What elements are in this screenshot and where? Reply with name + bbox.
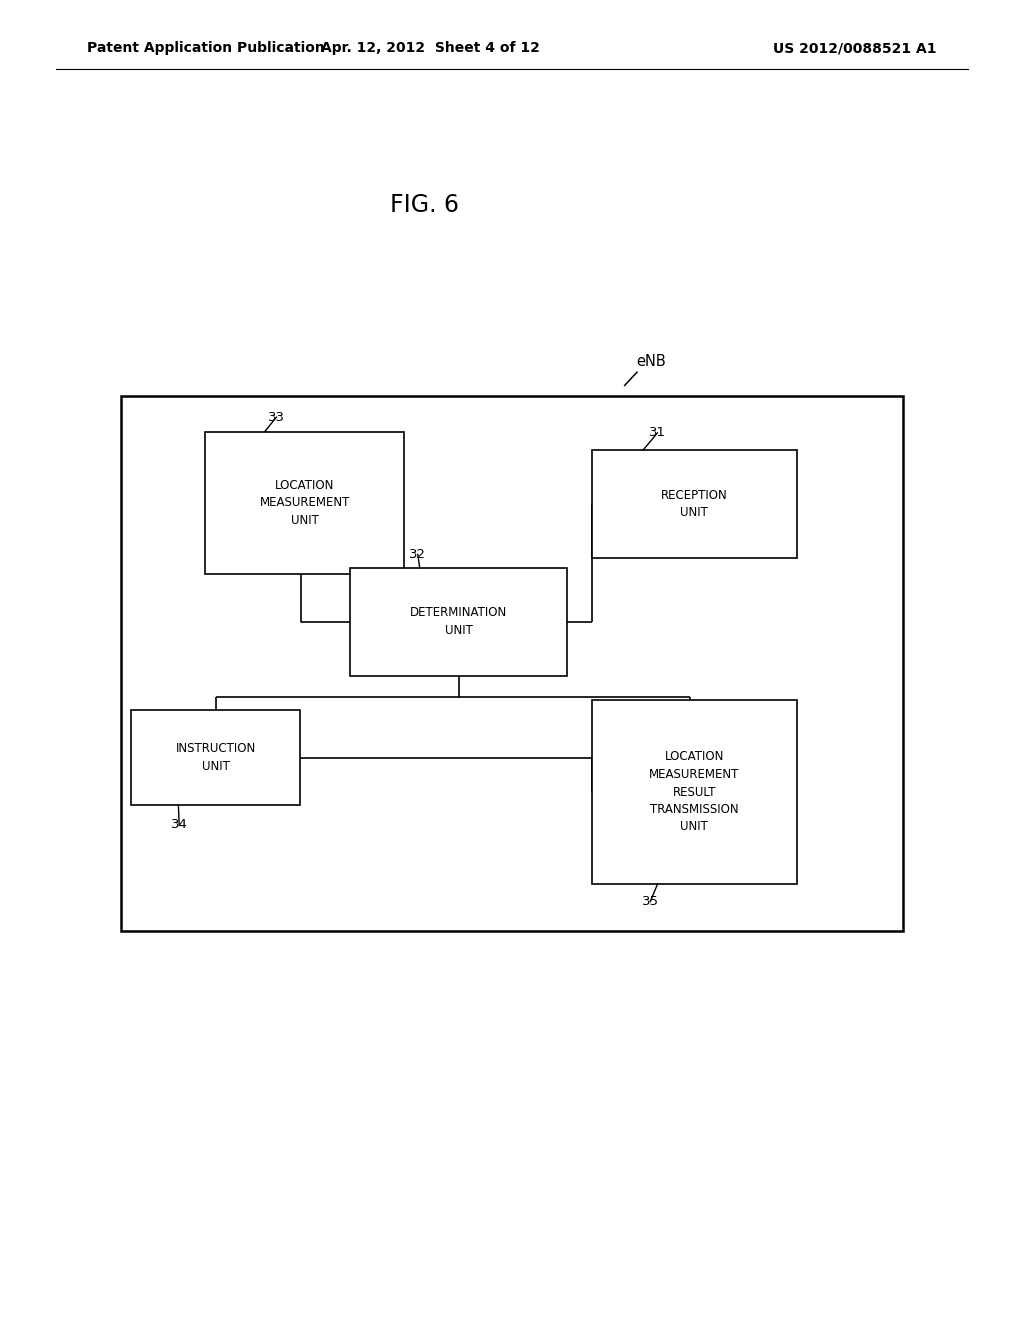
- Bar: [592, 450, 797, 558]
- Text: Patent Application Publication: Patent Application Publication: [87, 41, 325, 55]
- Bar: [350, 568, 567, 676]
- Text: RECEPTION
UNIT: RECEPTION UNIT: [660, 488, 728, 520]
- Bar: [131, 710, 300, 805]
- Text: 34: 34: [171, 818, 187, 832]
- Text: eNB: eNB: [636, 354, 667, 370]
- Text: FIG. 6: FIG. 6: [390, 193, 460, 216]
- Text: LOCATION
MEASUREMENT
RESULT
TRANSMISSION
UNIT: LOCATION MEASUREMENT RESULT TRANSMISSION…: [649, 751, 739, 833]
- Bar: [121, 396, 903, 931]
- Text: 35: 35: [642, 895, 658, 908]
- Text: Apr. 12, 2012  Sheet 4 of 12: Apr. 12, 2012 Sheet 4 of 12: [321, 41, 540, 55]
- Bar: [592, 700, 797, 884]
- Text: US 2012/0088521 A1: US 2012/0088521 A1: [773, 41, 937, 55]
- Text: DETERMINATION
UNIT: DETERMINATION UNIT: [411, 606, 507, 638]
- Text: INSTRUCTION
UNIT: INSTRUCTION UNIT: [175, 742, 256, 774]
- Text: 31: 31: [649, 426, 666, 440]
- Bar: [205, 432, 404, 574]
- Text: LOCATION
MEASUREMENT
UNIT: LOCATION MEASUREMENT UNIT: [259, 479, 350, 527]
- Text: 33: 33: [268, 411, 285, 424]
- Text: 32: 32: [410, 548, 426, 561]
